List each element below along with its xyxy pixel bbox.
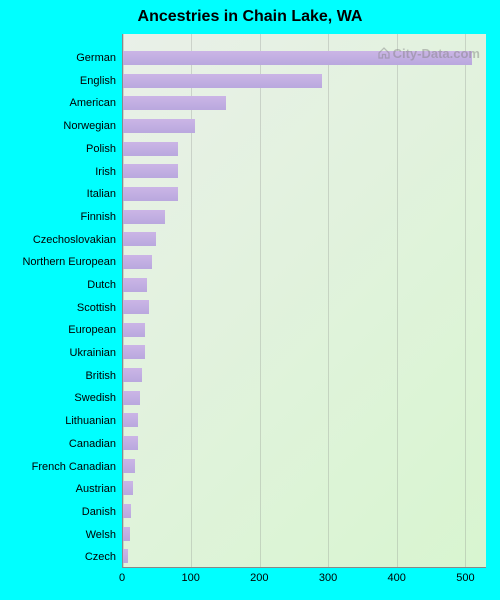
bar: [123, 187, 178, 201]
y-axis-label: Welsh: [86, 529, 116, 541]
y-axis-labels: German English American Norwegian Polish Iris…: [10, 34, 120, 568]
y-axis-label: English: [80, 75, 116, 87]
y-axis-label: Swedish: [74, 392, 116, 404]
chart-title: Ancestries in Chain Lake, WA: [0, 0, 500, 30]
bar: [123, 300, 149, 314]
x-tick-label: 300: [319, 572, 337, 584]
bar: [123, 210, 165, 224]
bar: [123, 323, 145, 337]
bar: [123, 345, 145, 359]
page-background: Ancestries in Chain Lake, WA German Engli…: [0, 0, 500, 600]
y-axis-label: Czechoslovakian: [33, 234, 116, 246]
bar: [123, 436, 138, 450]
y-axis-label: German: [76, 52, 116, 64]
x-tick-label: 0: [119, 572, 125, 584]
gridline: [397, 34, 398, 567]
bar: [123, 391, 140, 405]
bar: [123, 96, 226, 110]
y-axis-label: Austrian: [76, 483, 116, 495]
y-axis-label: British: [85, 370, 116, 382]
y-axis-label: European: [68, 324, 116, 336]
y-axis-label: Ukrainian: [70, 347, 116, 359]
bar: [123, 119, 195, 133]
chart-area: German English American Norwegian Polish Iris…: [10, 34, 490, 586]
x-tick-label: 100: [181, 572, 199, 584]
y-axis-label: Finnish: [81, 211, 116, 223]
bar: [123, 459, 135, 473]
bar: [123, 164, 178, 178]
bar: [123, 413, 138, 427]
bar: [123, 278, 147, 292]
y-axis-label: Dutch: [87, 279, 116, 291]
plot-area: [122, 34, 486, 568]
x-tick-label: 200: [250, 572, 268, 584]
bar: [123, 232, 156, 246]
y-axis-label: Danish: [82, 506, 116, 518]
y-axis-label: Italian: [87, 188, 116, 200]
y-axis-label: Norwegian: [63, 120, 116, 132]
bar: [123, 142, 178, 156]
gridline: [328, 34, 329, 567]
bar: [123, 74, 322, 88]
y-axis-label: Northern European: [22, 256, 116, 268]
y-axis-label: Irish: [95, 166, 116, 178]
y-axis-label: American: [70, 97, 116, 109]
y-axis-label: Scottish: [77, 302, 116, 314]
bar: [123, 368, 142, 382]
bar: [123, 549, 128, 563]
y-axis-label: Polish: [86, 143, 116, 155]
bar: [123, 255, 152, 269]
x-tick-label: 500: [456, 572, 474, 584]
y-axis-label: Canadian: [69, 438, 116, 450]
y-axis-label: Lithuanian: [65, 415, 116, 427]
bar: [123, 51, 472, 65]
gridline: [191, 34, 192, 567]
bar: [123, 481, 133, 495]
y-axis-label: French Canadian: [32, 461, 116, 473]
gridline: [260, 34, 261, 567]
x-axis-ticks: 0 100 200 300 400 500: [122, 570, 486, 586]
y-axis-label: Czech: [85, 551, 116, 563]
gridline: [465, 34, 466, 567]
x-tick-label: 400: [388, 572, 406, 584]
bar: [123, 527, 130, 541]
bar: [123, 504, 131, 518]
